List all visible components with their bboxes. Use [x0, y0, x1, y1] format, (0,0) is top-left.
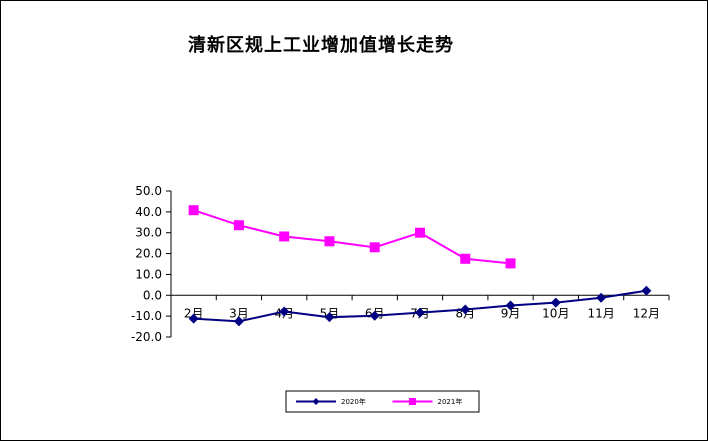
data-point: [641, 285, 652, 296]
data-point: [550, 297, 561, 308]
data-point: [369, 310, 380, 321]
legend-swatch-marker: [312, 398, 320, 405]
legend-box: [285, 390, 480, 413]
data-point: [596, 292, 607, 303]
y-tick-label: 50.0: [135, 184, 162, 198]
data-point: [324, 236, 335, 247]
x-tick-label: 12月: [633, 306, 660, 320]
y-tick-label: -20.0: [131, 330, 162, 344]
data-point: [279, 306, 290, 317]
chart-title: 清新区规上工业增加值增长走势: [188, 35, 454, 56]
data-point: [460, 253, 471, 264]
y-tick-label: 40.0: [135, 205, 162, 219]
legend-label: 2020年: [341, 397, 366, 406]
legend-label: 2021年: [438, 397, 463, 406]
y-tick-label: -10.0: [131, 309, 162, 323]
data-point: [505, 258, 516, 269]
x-tick-label: 9月: [501, 306, 521, 320]
legend-swatch-marker: [409, 398, 416, 405]
data-point: [233, 220, 244, 231]
x-tick-label: 11月: [587, 306, 614, 320]
x-tick-label: 2月: [184, 306, 204, 320]
data-point: [324, 312, 335, 323]
data-point: [233, 316, 244, 327]
x-tick-label: 3月: [229, 306, 249, 320]
data-point: [279, 231, 290, 242]
data-point: [415, 307, 425, 318]
y-tick-label: 10.0: [135, 267, 162, 281]
data-point: [369, 242, 380, 253]
y-tick-label: 20.0: [135, 247, 162, 261]
data-point: [188, 313, 199, 324]
data-point: [188, 205, 199, 216]
x-tick-label: 10月: [542, 306, 569, 320]
series-line-2: [193, 209, 511, 265]
data-point: [415, 227, 425, 238]
y-tick-label: 30.0: [135, 226, 162, 240]
data-point: [505, 300, 516, 311]
data-point: [460, 304, 471, 315]
y-tick-label: 0.0: [143, 288, 162, 302]
